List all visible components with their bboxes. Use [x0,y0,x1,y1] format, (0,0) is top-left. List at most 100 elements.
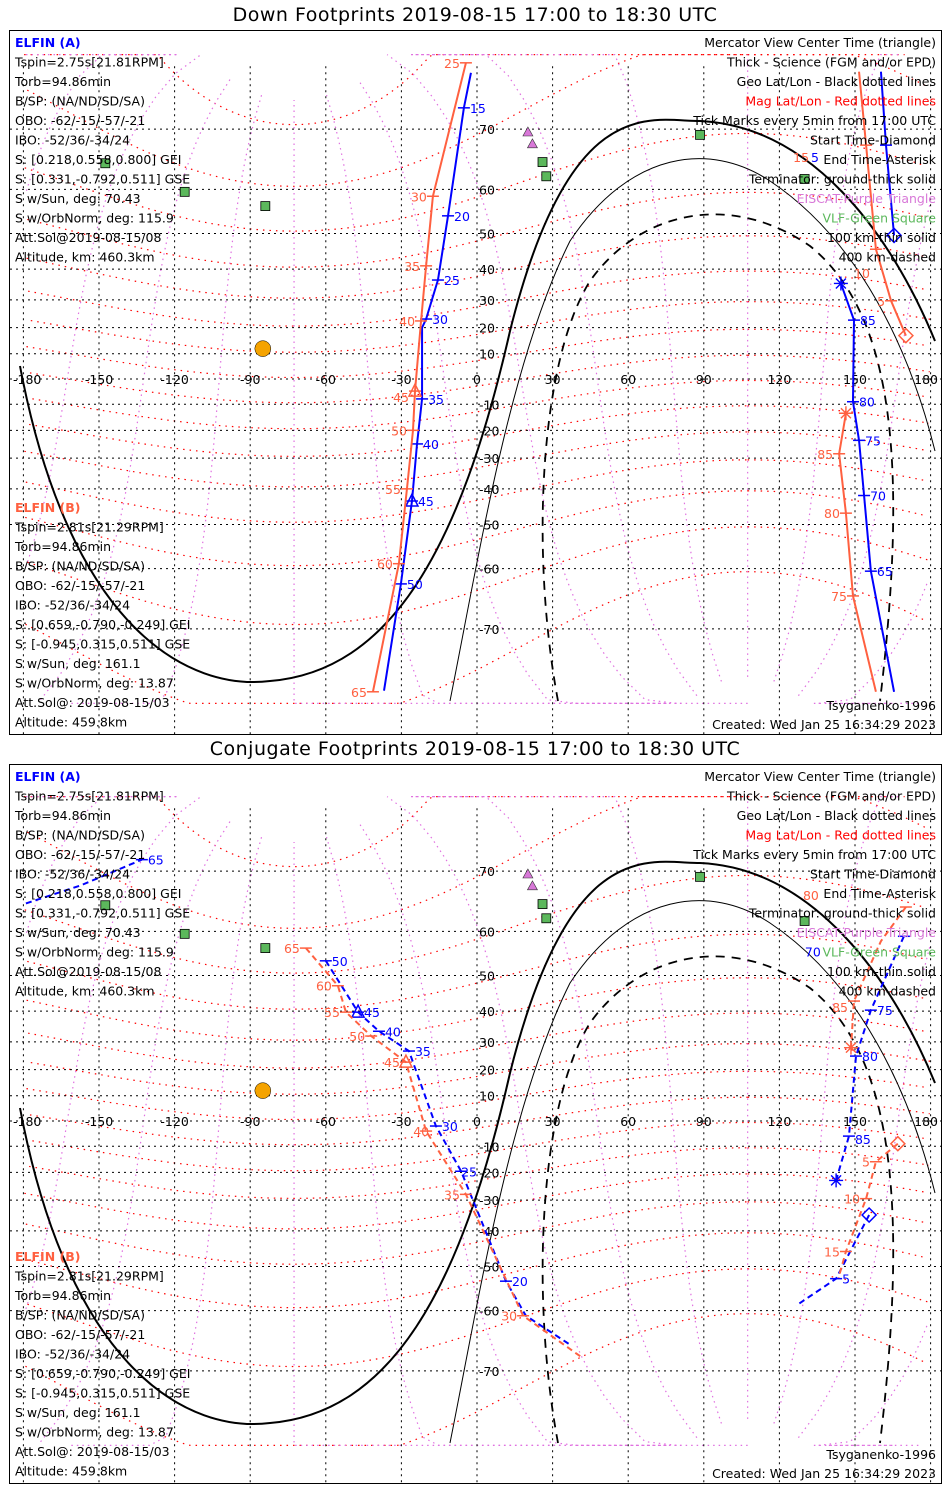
tick-label: 50 [332,954,348,969]
tick-label: 40 [413,1124,429,1139]
map-layer: -180 -150 -120 -90 -60 -30 0 30 60 90 120 150 180 70 6… [10,795,941,1483]
elfin-b-info-line: Torb=94.86min [14,539,111,554]
tick-label: 65 [148,853,164,868]
elfin-b-info-line: S: [0.659,-0.790,-0.249] GEI [15,617,190,632]
sun-icon [254,1082,272,1099]
terminator-100km-curve [449,158,936,702]
tick-label: 30 [411,189,427,204]
lat-tick-label: 40 [479,262,495,277]
legend-line: Geo Lat/Lon - Black dotted lines [737,808,936,823]
mag-latitude-line [30,1043,748,1095]
view-center-triangle-icon [407,382,423,397]
tick-label: 65 [284,941,300,956]
tick-label: 45 [418,494,434,509]
vlf-square-icon [695,871,705,882]
mag-latitude-line [25,1232,748,1309]
elfin-b-info-line: B/SP: (NA/ND/SD/SA) [15,1308,145,1323]
tick-label: 5 [811,150,819,165]
down-footprints-map: -180 -150 -120 -90 -60 -30 0 30 60 90 120 150 180 70 6… [9,30,942,735]
lon-tick-label: -60 [316,1114,336,1129]
mag-meridian-line [293,100,748,705]
view-center-triangle-icon [398,1053,414,1068]
elfin-b-info-line: S w/Sun, deg: 161.1 [15,656,141,671]
mag-latitude-line [25,1201,748,1265]
map-layer: -180 -150 -120 -90 -60 -30 0 30 60 90 120 150 180 70 6… [10,53,941,734]
tick-label: 30 [442,1119,458,1134]
vlf-square-icon [260,943,271,953]
mag-latitude-line [27,191,748,268]
lon-tick-label: 120 [767,1114,791,1129]
elfin-a-info-line: S: [0.331,-0.792,0.511] GSE [15,906,190,921]
elfin-a-info-line: B/SP: (NA/ND/SD/SA) [15,94,145,109]
lat-tick-label: -40 [479,482,499,497]
tick-label: 65 [877,564,893,579]
tick-label: 80 [824,506,840,521]
start-diamond-icon [861,1206,878,1224]
elfin-a-info-line: B/SP: (NA/ND/SD/SA) [15,828,145,843]
legend-line: Tick Marks every 5min from 17:00 UTC [692,113,936,128]
terminator-ground-curve [19,860,936,1425]
model-label: Tsyganenko-1996 [825,698,936,713]
mag-latitude-line [25,490,748,567]
mag-meridian-line [773,53,900,682]
lat-tick-label: -10 [479,397,499,412]
mag-latitude-line [27,933,748,1010]
tick-label: 50 [407,577,423,592]
lon-tick-label: -120 [160,1114,188,1129]
legend-line: 400 km-dashed [839,984,936,999]
tick-label: 40 [385,1024,401,1039]
tick-label: 65 [351,685,367,700]
elfin-a-info-line: S w/OrbNorm, deg: 115.9 [15,945,174,960]
tick-label: 85 [860,313,876,328]
tick-label: 35 [404,259,420,274]
elfin-a-info-line: S w/OrbNorm, deg: 115.9 [15,211,174,226]
elfin-b-info-line: Att.Sol@: 2019-08-15/03 [15,1444,170,1459]
mag-latitude-line [25,379,748,430]
mag-latitude-line [28,270,748,327]
vlf-square-icon [179,186,190,197]
tick-label: 15 [824,1245,840,1260]
mag-meridian-line [797,946,931,1439]
lat-tick-label: 50 [479,968,495,983]
lon-tick-label: -30 [391,372,411,387]
tick-label: 45 [393,390,409,405]
elfin-a-info-line: OBO: -62/-15/-57/-21 [15,113,145,128]
mag-latitude-line [25,459,748,523]
mag-latitude-line [747,270,928,291]
lat-tick-label: 30 [479,293,495,308]
tick-label: 15 [793,150,809,165]
lon-tick-label: -60 [316,372,336,387]
mag-latitude-line [747,1147,930,1166]
tick-label: 30 [501,1309,517,1324]
lat-tick-label: 10 [479,1089,495,1104]
end-asterisk-icon [833,276,848,291]
elfin-a-info-line: Att.Sol@2019-08-15/08 [15,230,161,245]
elfin-b-info-line: Altitude: 459.8km [15,715,127,730]
mag-latitude-line [28,1012,748,1069]
elfin-b-info-line: S: [-0.945,0.315,0.511] GSE [15,637,190,652]
terminator-400km-curve [541,955,895,1444]
tick-label: 35 [444,1187,460,1202]
mag-meridian-line [797,204,931,697]
elfin-a-info-line: S w/Sun, deg: 70.43 [15,191,141,206]
lon-tick-label: 30 [545,1114,561,1129]
elfin-a-info-line: OBO: -62/-15/-57/-21 [15,847,145,862]
tick-label: 25 [444,273,460,288]
tick-label: 55 [385,482,401,497]
mag-latitude-line [747,1201,926,1224]
tick-label: 85 [817,447,833,462]
lon-tick-label: 0 [473,372,481,387]
mag-latitude-line [747,431,925,451]
legend-line: End Time-Asterisk [823,152,936,167]
lat-tick-label: 40 [479,1004,495,1019]
lat-tick-label: 20 [479,1063,495,1078]
mag-latitude-line [747,977,927,1000]
elfin-a-info-line: S w/Sun, deg: 70.43 [15,925,141,940]
panel-title-down: Down Footprints 2019-08-15 17:00 to 18:3… [232,4,718,26]
tick-label: 35 [415,1044,431,1059]
elfin-b-info-line: OBO: -62/-15/-57/-21 [15,578,145,593]
legend-line: Start Time-Diamond [810,133,936,148]
conjugate-footprints-map: -180 -150 -120 -90 -60 -30 0 30 60 90 120 150 180 70 6… [9,764,942,1484]
lon-tick-label: -180 [13,372,41,387]
tick-label: 40 [399,314,415,329]
